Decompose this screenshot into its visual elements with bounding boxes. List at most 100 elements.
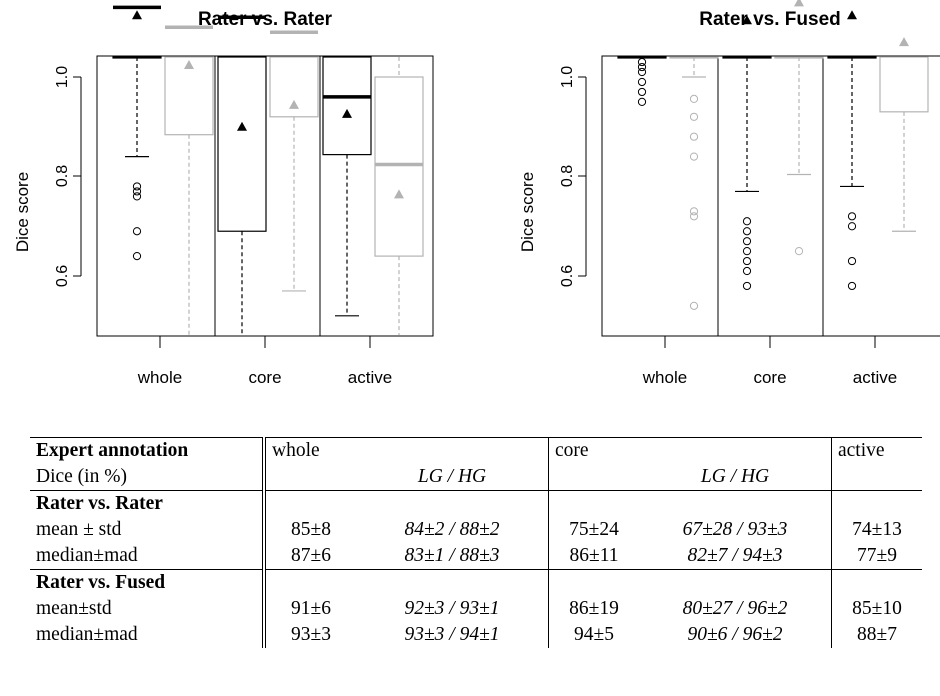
y-tick-label: 1.0 — [54, 66, 71, 88]
header-group-whole: whole — [264, 437, 549, 464]
cell-whole: 85±8 — [291, 519, 331, 540]
x-category-label: core — [248, 368, 281, 387]
outlier-point — [132, 182, 142, 191]
outlier-point — [637, 77, 647, 87]
cell-core: 86±19 — [548, 596, 639, 622]
outlier-point — [742, 227, 752, 236]
outlier-point — [132, 192, 142, 201]
table-header-row: Expert annotation whole core active — [30, 437, 922, 464]
box — [112, 56, 162, 59]
cell-active: 85±10 — [831, 596, 922, 622]
x-category-label: whole — [642, 368, 687, 387]
outlier-point — [637, 62, 647, 72]
box — [217, 56, 267, 232]
cell-active: 77±9 — [831, 543, 922, 570]
mean-marker — [342, 108, 352, 118]
cell-whole: 91±6 — [291, 598, 331, 619]
section-title: Rater vs. Rater — [30, 490, 266, 517]
outlier-point — [689, 132, 699, 141]
outlier-point — [742, 217, 752, 226]
mean-marker — [184, 60, 194, 70]
chart-title: Rater vs. Rater — [198, 9, 333, 30]
outlier-point — [689, 212, 699, 221]
cell-core-lghg: 82±7 / 94±3 — [687, 545, 783, 566]
row-label: mean±std — [30, 596, 266, 622]
header-lghg: LG / HG — [417, 466, 487, 487]
outlier-point — [794, 247, 804, 256]
y-axis-label: Dice score — [13, 172, 32, 252]
outlier-point — [742, 266, 752, 276]
outlier-point — [132, 187, 142, 196]
outlier-point — [689, 152, 699, 161]
cell-whole: 93±3 — [291, 624, 331, 645]
outlier-point — [689, 112, 699, 121]
outlier-point — [689, 207, 699, 216]
y-tick-label: 0.8 — [54, 165, 71, 187]
header-lghg: LG / HG — [700, 466, 770, 487]
mean-marker — [794, 0, 804, 7]
cell-active: 88±7 — [831, 622, 922, 648]
mean-marker — [237, 121, 247, 131]
header-dice-unit: Dice (in %) — [30, 464, 266, 491]
x-category-label: active — [348, 368, 392, 387]
x-category-label: whole — [137, 368, 182, 387]
cell-whole-lghg: 93±3 / 94±1 — [404, 624, 500, 645]
header-group-active: active — [831, 437, 922, 464]
outlier-point — [742, 247, 752, 256]
table-subheader-row: Dice (in %) LG / HG LG / HG — [30, 464, 922, 491]
cell-core: 86±11 — [548, 543, 639, 570]
header-expert-annotation: Expert annotation — [30, 437, 266, 464]
outlier-point — [847, 256, 857, 266]
table-row: mean ± std 85±8 84±2 / 88±2 75±24 67±28 … — [30, 517, 922, 543]
box — [722, 56, 772, 59]
x-category-label: active — [853, 368, 897, 387]
outlier-point — [637, 97, 647, 106]
outlier-point — [847, 212, 857, 221]
outlier-point — [637, 67, 647, 77]
box — [617, 56, 667, 59]
outlier-point — [742, 237, 752, 246]
cell-core: 75±24 — [548, 517, 639, 543]
chart-title: Rater vs. Fused — [699, 9, 841, 30]
cell-whole: 87±6 — [291, 545, 331, 566]
outlier-point — [689, 94, 699, 103]
mean-marker — [742, 15, 752, 25]
cell-core-lghg: 90±6 / 96±2 — [687, 624, 783, 645]
outlier-point — [742, 281, 752, 291]
cell-whole-lghg: 83±1 / 88±3 — [404, 545, 500, 566]
dice-table: Expert annotation whole core active Dice… — [30, 437, 922, 648]
y-tick-label: 0.6 — [54, 265, 71, 287]
table-row: median±mad 87±6 83±1 / 88±3 86±11 82±7 /… — [30, 543, 922, 570]
boxplot-marks — [112, 5, 424, 335]
boxplot-svg-rater-vs-fused: Rater vs. Fused Dice score 0.6 0.8 1.0 w… — [518, 0, 940, 387]
row-label: median±mad — [30, 543, 266, 570]
mean-marker — [394, 189, 404, 199]
y-tick-label: 0.8 — [559, 165, 576, 187]
row-label: median±mad — [30, 622, 266, 648]
outlier-point — [847, 281, 857, 291]
header-group-core: core — [548, 437, 832, 464]
section-row: Rater vs. Rater — [30, 490, 922, 517]
mean-marker — [132, 10, 142, 20]
y-tick-label: 1.0 — [559, 66, 576, 88]
box — [827, 56, 877, 59]
section-title: Rater vs. Fused — [30, 569, 266, 596]
mean-marker — [847, 10, 857, 20]
boxplot-marks — [617, 0, 929, 310]
cell-whole-lghg: 84±2 / 88±2 — [404, 519, 500, 540]
outlier-point — [689, 301, 699, 310]
outlier-point — [847, 222, 857, 231]
cell-core-lghg: 67±28 / 93±3 — [682, 519, 788, 540]
section-row: Rater vs. Fused — [30, 569, 922, 596]
cell-active: 74±13 — [831, 517, 922, 543]
box — [322, 56, 372, 156]
box — [669, 56, 719, 59]
box — [164, 56, 214, 136]
mean-marker — [899, 37, 909, 47]
y-axis-label: Dice score — [518, 172, 537, 252]
outlier-point — [637, 87, 647, 97]
table-row: mean±std 91±6 92±3 / 93±1 86±19 80±27 / … — [30, 596, 922, 622]
boxplot-svg-rater-vs-rater: Rater vs. Rater Dice score 0.6 0.8 1.0 w… — [13, 5, 434, 387]
mean-marker — [289, 99, 299, 109]
y-tick-label: 0.6 — [559, 265, 576, 287]
